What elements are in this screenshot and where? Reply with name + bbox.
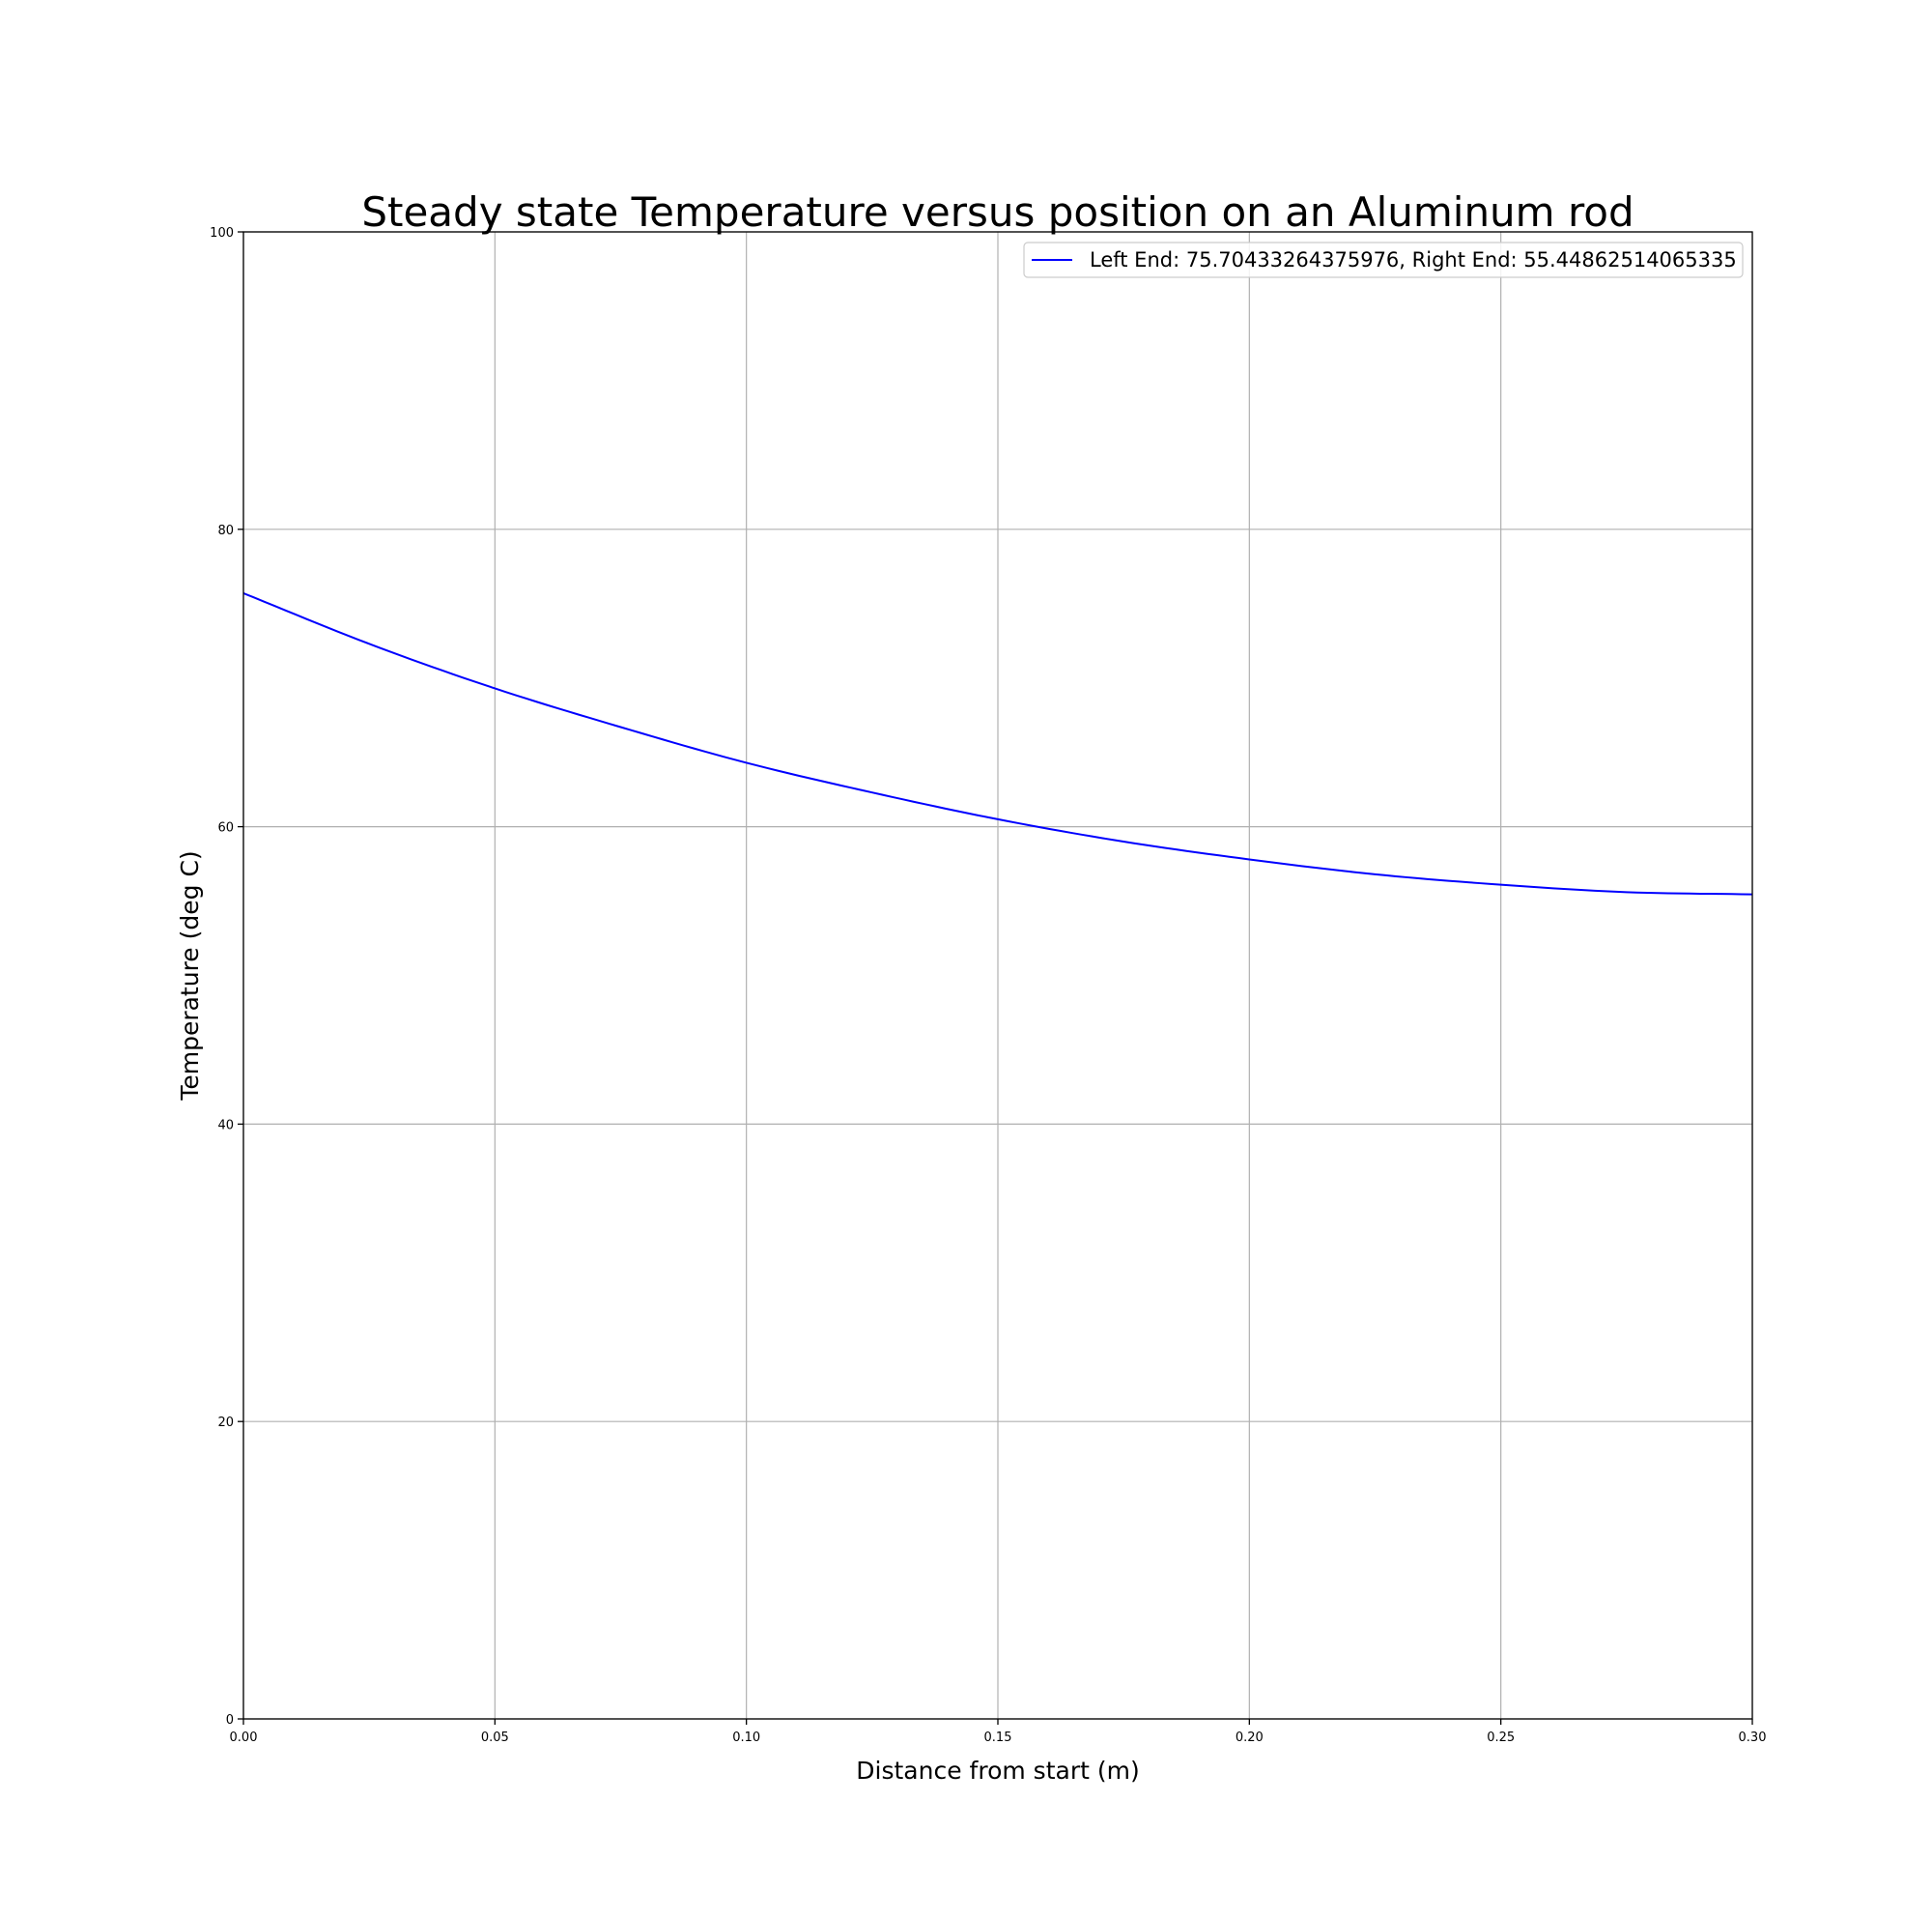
y-tick-label: 0 — [226, 1713, 234, 1728]
series-layer — [242, 592, 1753, 896]
x-axis-label: Distance from start (m) — [856, 1757, 1139, 1785]
chart-title: Steady state Temperature versus position… — [361, 188, 1634, 236]
x-tick-label: 0.20 — [1236, 1731, 1264, 1745]
y-axis-label: Temperature (deg C) — [176, 850, 204, 1101]
y-tick-label: 100 — [210, 226, 234, 241]
y-tick-label: 20 — [217, 1416, 234, 1430]
y-tick-label: 60 — [217, 821, 234, 836]
x-tick-label: 0.00 — [230, 1731, 258, 1745]
y-tick-label: 40 — [217, 1118, 234, 1132]
x-tick-label: 0.10 — [732, 1731, 760, 1745]
x-tick-label: 0.25 — [1487, 1731, 1515, 1745]
legend-entry-label: Left End: 75.70433264375976, Right End: … — [1090, 248, 1737, 272]
x-tick-label: 0.05 — [481, 1731, 509, 1745]
legend: Left End: 75.70433264375976, Right End: … — [1023, 242, 1744, 278]
legend-box — [1023, 242, 1744, 278]
y-tick-label: 80 — [217, 524, 234, 538]
x-tick-label: 0.15 — [984, 1731, 1012, 1745]
x-tick-label: 0.30 — [1739, 1731, 1767, 1745]
ticks: 0.00 0.05 0.10 0.15 0.20 0.25 0.30 0 20 40 60 80 100 — [210, 226, 1766, 1745]
series-line — [242, 592, 1753, 896]
